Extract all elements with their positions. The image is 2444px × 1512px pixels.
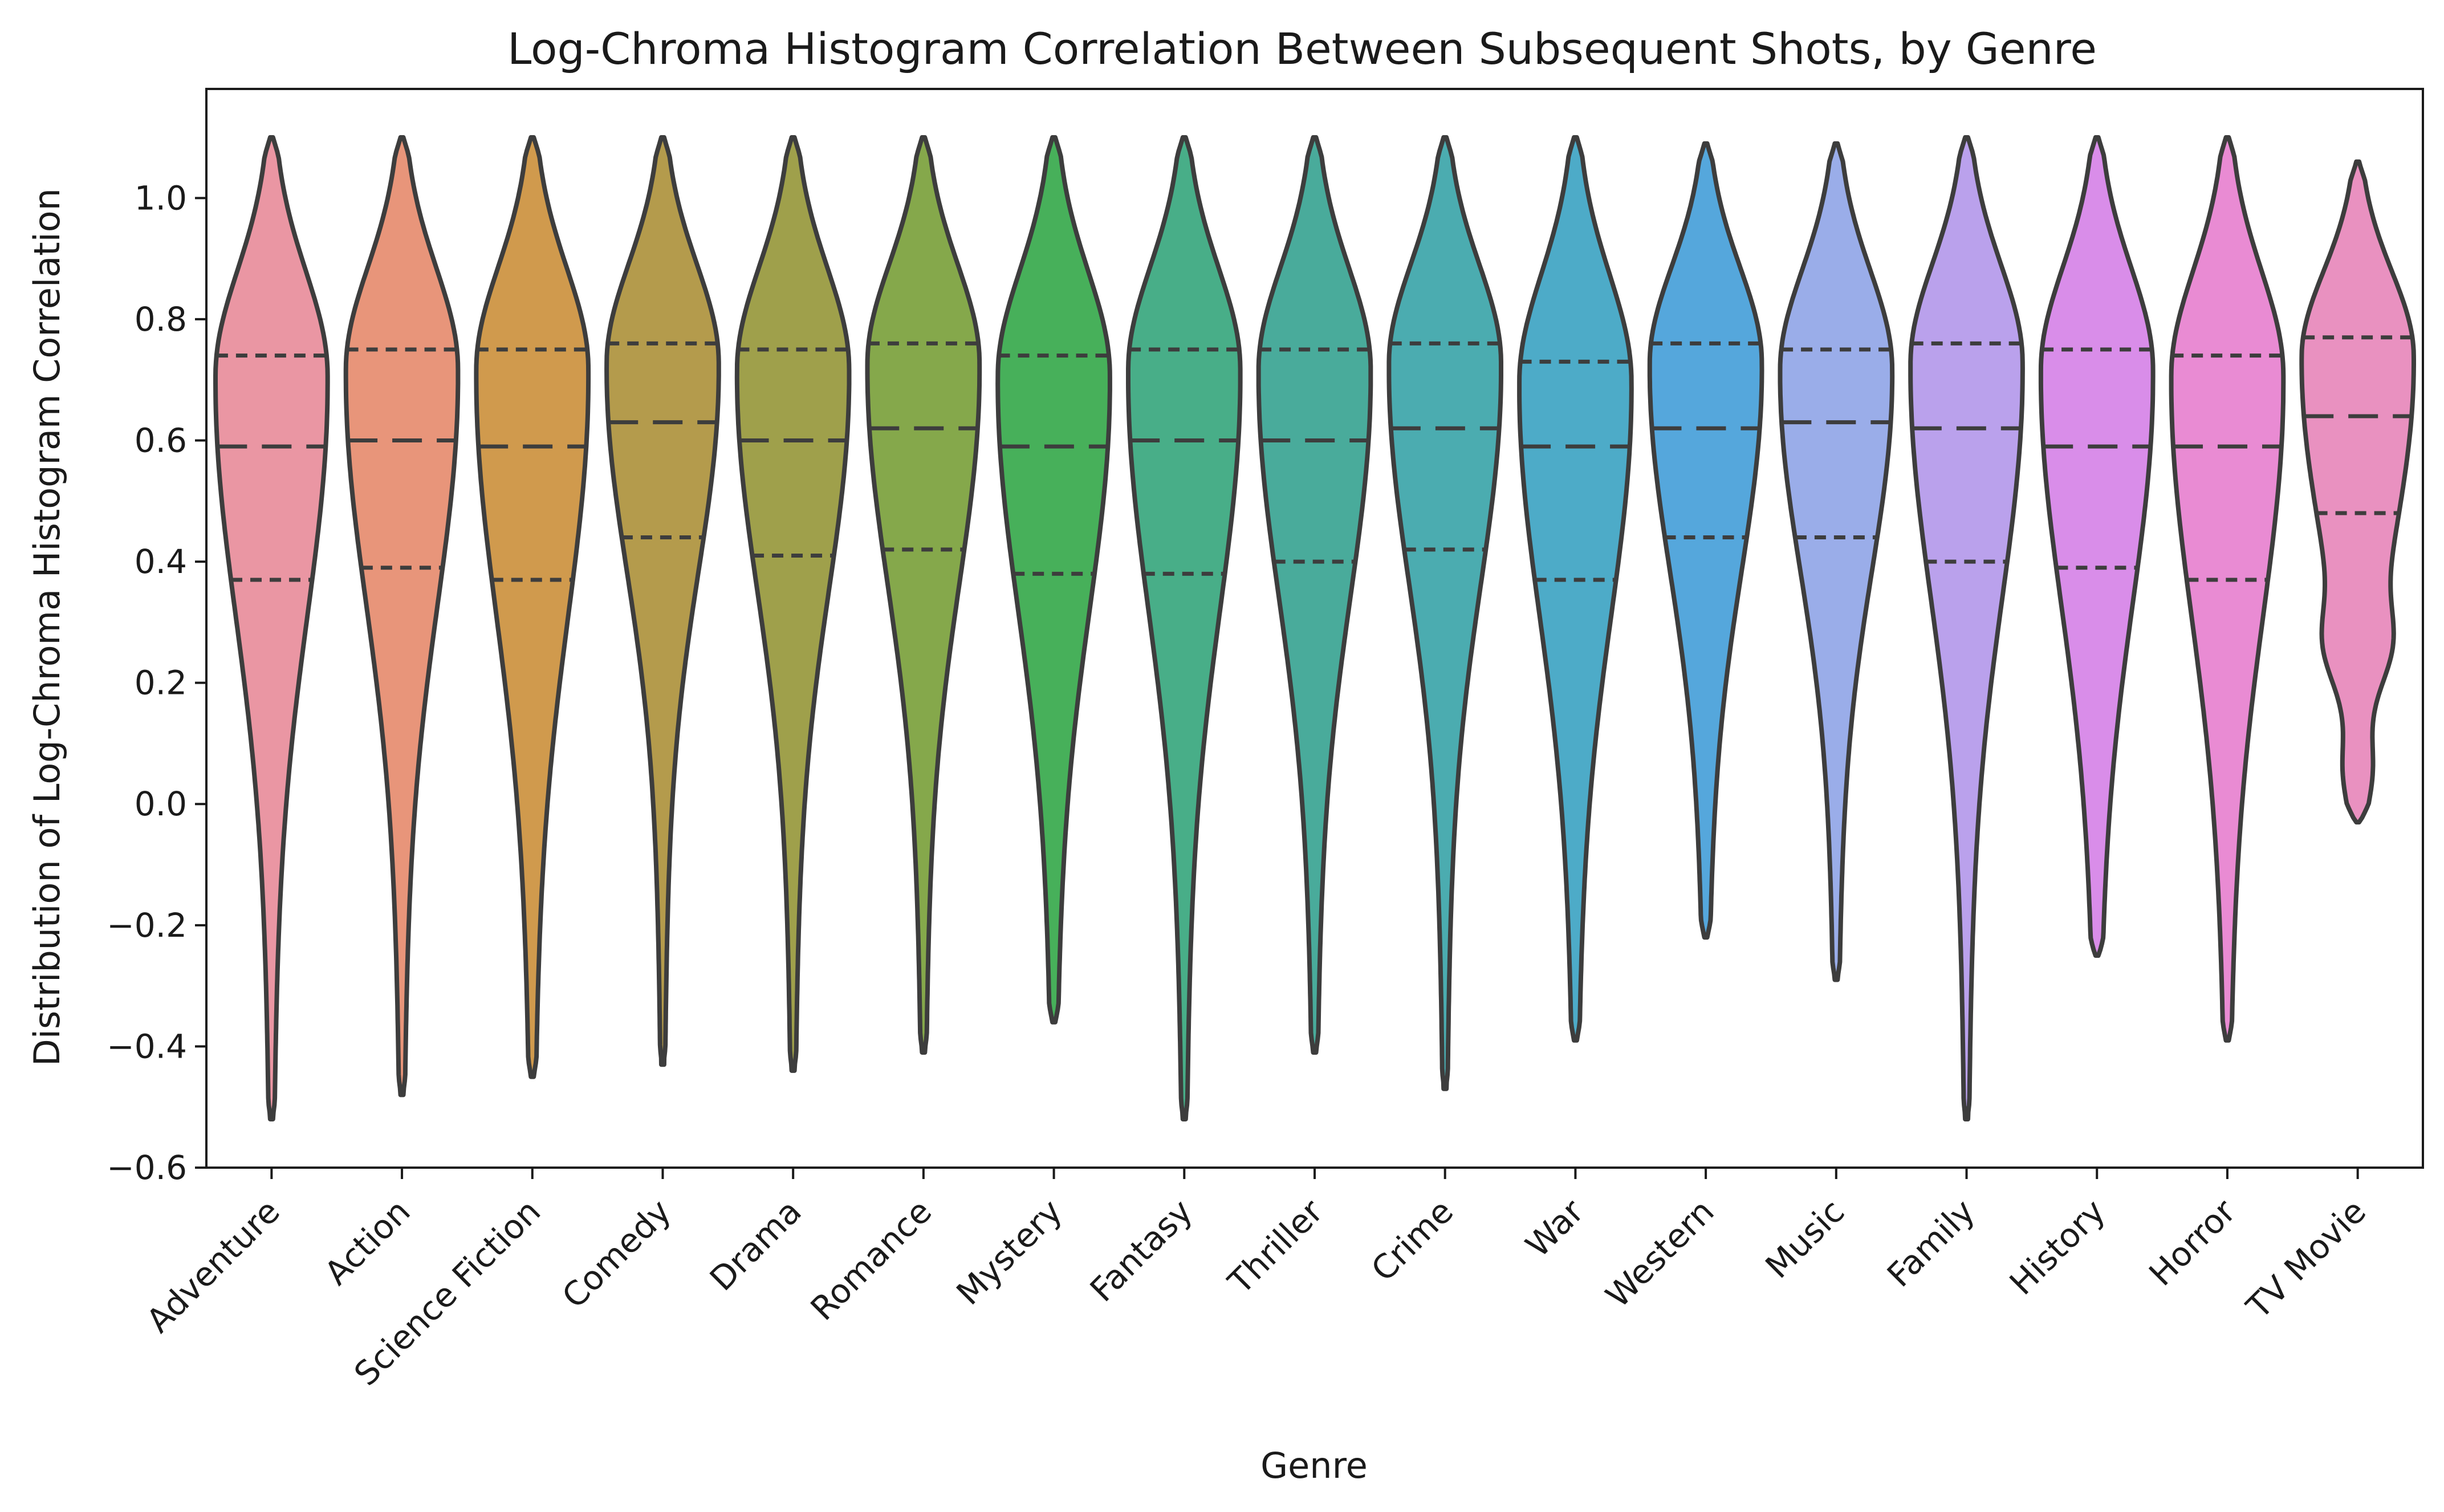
x-tick-label: Adventure (139, 1192, 287, 1340)
y-tick-label: 0.8 (135, 300, 187, 339)
violin-adventure (213, 135, 330, 1121)
y-tick-label: −0.6 (107, 1148, 187, 1187)
x-tick-label: War (1518, 1192, 1591, 1265)
violin-crime (1386, 135, 1503, 1091)
y-tick-label: 0.4 (135, 542, 187, 581)
violin-history (2038, 135, 2156, 958)
violin-thriller (1256, 135, 1373, 1055)
violin-tv-movie (2299, 159, 2416, 825)
y-tick-label: 0.6 (135, 421, 187, 460)
y-tick-label: −0.4 (107, 1027, 187, 1066)
violin-group (213, 135, 2416, 1121)
x-tick-label: Fantasy (1083, 1192, 1200, 1309)
y-tick-label: 1.0 (135, 178, 187, 217)
x-tick-label: Horror (2141, 1192, 2243, 1293)
x-tick-label: Mystery (949, 1192, 1070, 1312)
violin-music (1778, 141, 1895, 982)
violin-war (1517, 135, 1634, 1043)
x-axis-label: Genre (1260, 1445, 1368, 1486)
y-axis: −0.6 −0.4 −0.2 0.0 0.2 0.4 0.6 0.8 1.0 (107, 178, 206, 1187)
x-tick-label: Comedy (555, 1192, 678, 1315)
chart-title: Log-Chroma Histogram Correlation Between… (507, 23, 2097, 74)
x-tick-label: Family (1880, 1192, 1982, 1294)
violin-family (1908, 135, 2025, 1121)
x-tick-label: Action (317, 1192, 418, 1292)
y-tick-label: 0.0 (135, 785, 187, 823)
violin-mystery (995, 135, 1112, 1025)
y-axis-label: Distribution of Log-Chroma Histogram Cor… (26, 188, 68, 1066)
x-tick-label: Romance (803, 1192, 940, 1328)
x-tick-label: Music (1758, 1192, 1852, 1286)
x-tick-label: History (2002, 1192, 2113, 1302)
violin-drama (734, 135, 852, 1073)
x-tick-label: Drama (702, 1192, 809, 1298)
violin-action (343, 135, 461, 1098)
x-tick-label: TV Movie (2239, 1192, 2373, 1326)
x-tick-label: Crime (1364, 1192, 1461, 1289)
violin-fantasy (1126, 135, 1243, 1121)
violin-western (1647, 141, 1764, 940)
x-tick-label: Western (1598, 1192, 1721, 1315)
y-tick-label: −0.2 (107, 906, 187, 945)
violin-comedy (604, 135, 721, 1067)
violin-horror (2169, 135, 2286, 1043)
x-tick-label: Thriller (1221, 1192, 1331, 1302)
violin-romance (865, 135, 982, 1055)
violin-science-fiction (474, 135, 591, 1079)
y-tick-label: 0.2 (135, 664, 187, 702)
